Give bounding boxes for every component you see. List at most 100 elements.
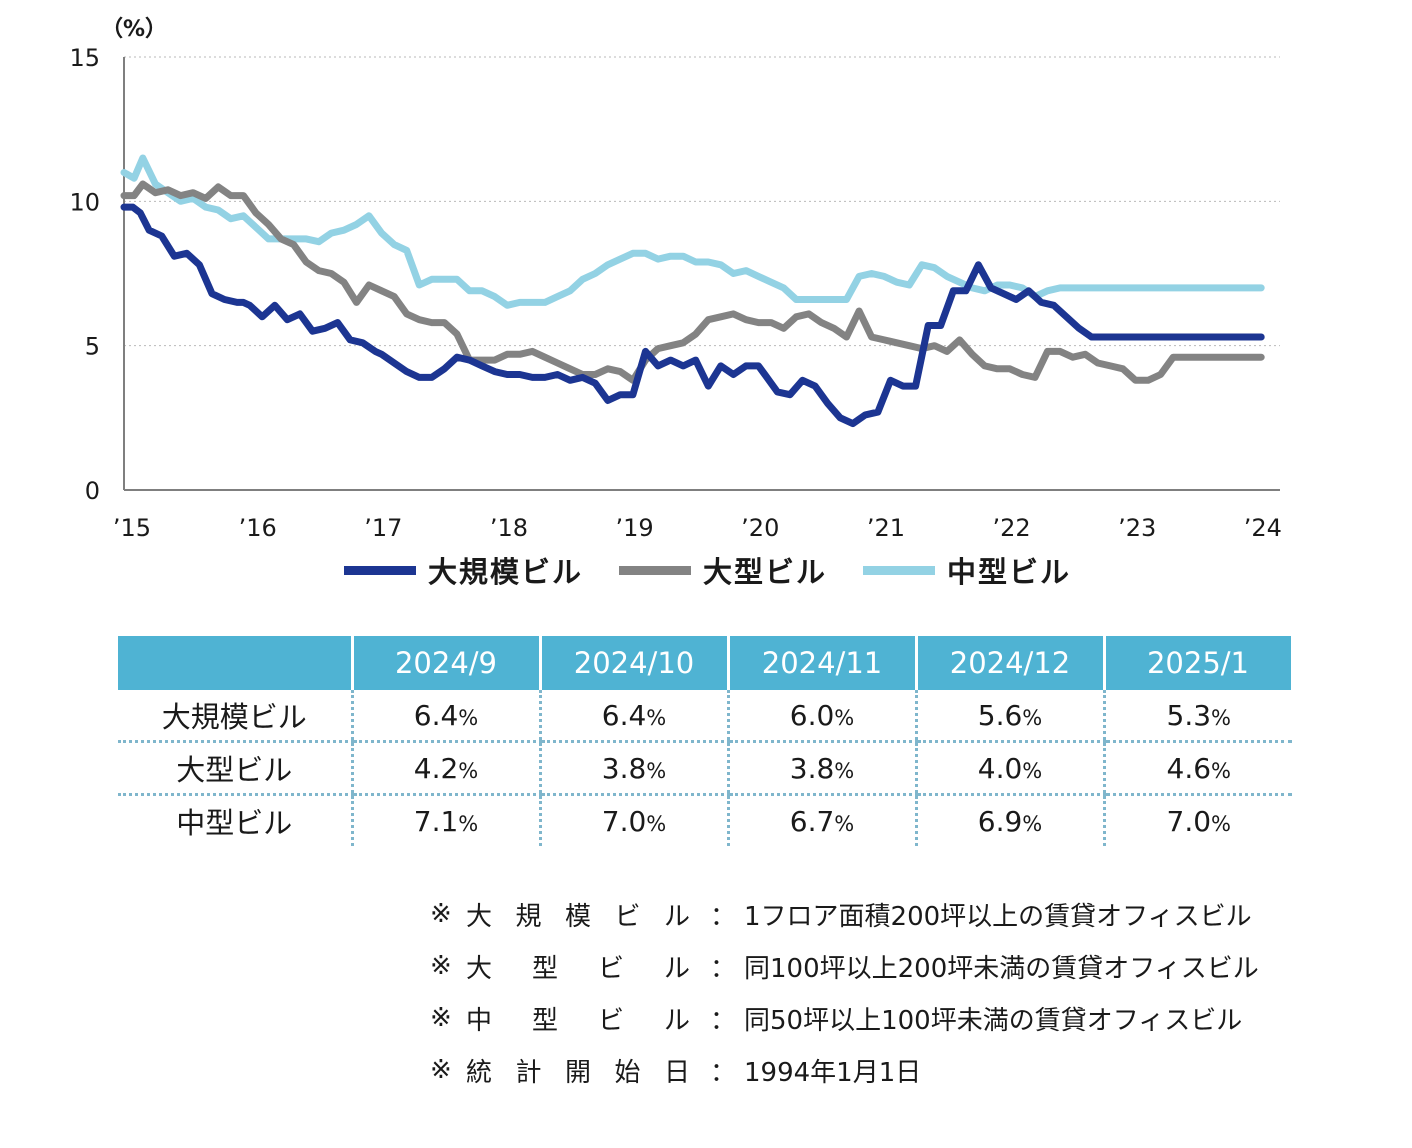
footnote-colon: ： [710, 1005, 737, 1036]
cell-unit: % [458, 705, 479, 730]
footnote-term-char: ル [663, 901, 690, 932]
footnote-mark: ※ [430, 1003, 452, 1033]
cell-value: 4.0 [977, 751, 1023, 785]
footnote-term-char: 計 [515, 1057, 542, 1088]
footnote-term: 大型ビル [466, 948, 710, 985]
legend-label: 大型ビル [703, 555, 828, 589]
cell-unit: % [1022, 758, 1043, 783]
cell-value: 7.1 [413, 804, 459, 838]
x-tick-label: ’18 [490, 514, 528, 542]
series-line [120, 203, 1265, 428]
table-column-header: 2025/1 [1102, 636, 1294, 690]
series-line [120, 180, 1265, 384]
table-column-header: 2024/9 [350, 636, 542, 690]
footnote-term-char: 始 [614, 1057, 641, 1088]
vacancy-rate-table: 2024/9 2024/10 2024/11 2024/12 2025/1 大規模ビル 6… [118, 636, 1294, 846]
x-tick-label: ’21 [867, 514, 905, 542]
table-cell: 7.0% [1102, 794, 1292, 846]
table-column-header: 2024/12 [914, 636, 1106, 690]
footnotes: ※ 大規模ビル： 1フロア面積200坪以上の賃貸オフィスビル ※ 大型ビル：同100坪以… [430, 888, 1259, 1096]
footnote-term-char: ル [663, 953, 690, 984]
legend-swatch [863, 565, 936, 575]
cell-unit: % [646, 758, 667, 783]
x-tick-label: ’19 [616, 514, 654, 542]
table-cell: 7.0% [538, 794, 728, 846]
cell-value: 4.2 [413, 751, 459, 785]
y-tick-label: 5 [85, 333, 100, 361]
footnote-term-char: 中 [466, 1005, 493, 1036]
table-header-row: 2024/9 2024/10 2024/11 2024/12 2025/1 [118, 636, 1294, 690]
table-cell: 6.0% [726, 690, 916, 743]
line-chart: 0 5 10 15 ’15 ’16 ’17 ’18 ’19 ’20 ’21 ’22 ’23 ’24 （%） [69, 17, 1282, 542]
footnote: ※ 大規模ビル： 1フロア面積200坪以上の賃貸オフィスビル [430, 888, 1259, 940]
table-column-header: 2024/11 [726, 636, 918, 690]
table-cell: 3.8% [538, 741, 728, 796]
footnote-colon: ： [710, 1057, 737, 1088]
chart-legend: 大規模ビル 大型ビル 中型ビル [344, 548, 1107, 592]
gridlines [124, 56, 1280, 347]
footnote-description: 1994年1月1日 [744, 1057, 922, 1088]
cell-value: 5.3 [1166, 698, 1212, 732]
table-row-label: 中型ビル [176, 806, 293, 840]
footnote-mark: ※ [430, 899, 452, 929]
table-row-label: 大規模ビル [118, 690, 352, 743]
cell-value: 6.4 [413, 698, 459, 732]
table-row: 大規模ビル 6.4% 6.4% 6.0% 5.6% 5.3% [118, 690, 1292, 743]
series-line [120, 154, 1265, 309]
footnote-mark: ※ [430, 1055, 452, 1085]
footnote-term-char: ル [663, 1005, 690, 1036]
cell-value: 6.7 [789, 804, 835, 838]
legend-label: 大規模ビル [428, 555, 584, 589]
table-cell: 6.4% [350, 690, 540, 743]
footnote-term-char: 開 [564, 1057, 591, 1088]
footnote-term-char: 規 [515, 901, 542, 932]
legend-item: 中型ビル [863, 549, 1071, 591]
y-unit-label: （%） [101, 17, 167, 42]
footnote-term-char: 大 [466, 953, 493, 984]
footnote-term-char: ビ [597, 953, 624, 984]
footnote-term-char: 大 [466, 901, 493, 932]
series-lines [120, 154, 1265, 428]
x-tick-label: ’20 [741, 514, 779, 542]
table-corner-cell [118, 636, 354, 690]
footnote-term-char: 型 [531, 1005, 558, 1036]
table-cell: 7.1% [350, 794, 540, 846]
cell-unit: % [1211, 811, 1231, 836]
legend-item: 大型ビル [619, 549, 827, 591]
cell-value: 6.0 [789, 698, 835, 732]
footnote-term-char: 統 [466, 1057, 493, 1088]
x-tick-label: ’24 [1244, 514, 1282, 542]
legend-swatch [344, 565, 416, 575]
footnote-colon: ： [710, 953, 737, 984]
table-row: 中型ビル 7.1% 7.0% 6.7% 6.9% 7.0% [118, 794, 1292, 846]
table-cell: 6.9% [914, 794, 1104, 846]
cell-unit: % [1211, 705, 1231, 730]
cell-value: 5.6 [977, 698, 1023, 732]
cell-unit: % [1211, 758, 1231, 783]
cell-unit: % [646, 811, 667, 836]
cell-value: 3.8 [789, 751, 835, 785]
table-row-label: 大型ビル [118, 741, 352, 796]
table-body: 大規模ビル 6.4% 6.4% 6.0% 5.6% 5.3% 大型ビル 4.2% 3.8% 3.8… [118, 690, 1292, 846]
legend-item: 大規模ビル [344, 549, 583, 591]
cell-unit: % [1022, 811, 1043, 836]
cell-unit: % [458, 811, 479, 836]
x-tick-label: ’22 [992, 514, 1030, 542]
y-tick-label: 0 [85, 477, 100, 505]
footnote: ※ 中 型 ビ ル ：同50坪以上100坪未満の賃貸オフィスビル [430, 992, 1259, 1044]
x-tick-label: ’17 [364, 514, 402, 542]
axes: 0 5 10 15 ’15 ’16 ’17 ’18 ’19 ’20 ’21 ’22 ’23 ’24 [69, 44, 1282, 542]
cell-unit: % [834, 811, 855, 836]
table-column-header: 2024/10 [538, 636, 730, 690]
footnote-term-char: 型 [531, 953, 558, 984]
footnote-mark: ※ [430, 951, 452, 981]
table-row: 大型ビル 4.2% 3.8% 3.8% 4.0% 4.6% [118, 741, 1292, 796]
cell-unit: % [1022, 705, 1043, 730]
footnote-term-char: ビ [597, 1005, 624, 1036]
cell-unit: % [834, 758, 855, 783]
cell-value: 6.4 [601, 698, 647, 732]
cell-unit: % [834, 705, 855, 730]
footnote-colon: ： [710, 901, 737, 932]
table-cell: 6.7% [726, 794, 916, 846]
table-cell: 6.4% [538, 690, 728, 743]
